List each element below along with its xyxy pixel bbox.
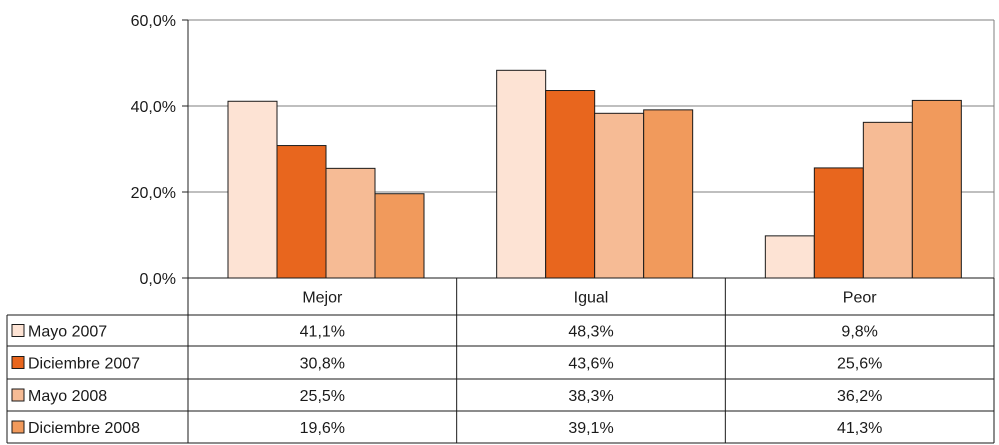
data-table-cell: 9,8% bbox=[841, 324, 877, 341]
y-tick-label: 0,0% bbox=[140, 271, 176, 288]
legend-swatch bbox=[11, 356, 25, 369]
data-table-cell: 36,2% bbox=[837, 388, 882, 405]
category-label: Peor bbox=[843, 290, 877, 307]
data-table-cell: 41,3% bbox=[837, 420, 882, 437]
bar bbox=[594, 112, 645, 279]
bar bbox=[643, 109, 694, 279]
bar bbox=[276, 145, 327, 279]
legend-swatch bbox=[11, 388, 25, 402]
legend-swatch bbox=[11, 420, 25, 434]
series-label: Mayo 2007 bbox=[28, 324, 107, 341]
y-tick-label: 60,0% bbox=[131, 13, 176, 30]
bar bbox=[496, 69, 547, 279]
bar bbox=[325, 167, 376, 279]
series-label: Diciembre 2008 bbox=[28, 420, 140, 437]
data-table-cell: 25,6% bbox=[837, 356, 882, 373]
bar bbox=[545, 90, 596, 279]
data-table-cell: 38,3% bbox=[568, 388, 613, 405]
bar bbox=[813, 167, 864, 279]
series-label: Diciembre 2007 bbox=[28, 356, 140, 373]
category-label: Mejor bbox=[302, 290, 343, 307]
legend-swatch bbox=[11, 324, 25, 337]
category-label: Igual bbox=[574, 290, 609, 307]
data-table-cell: 43,6% bbox=[568, 356, 613, 373]
data-table-cell: 25,5% bbox=[300, 388, 345, 405]
bar bbox=[764, 235, 815, 279]
y-tick-label: 40,0% bbox=[131, 99, 176, 116]
bar bbox=[911, 99, 962, 279]
data-table-cell: 41,1% bbox=[300, 324, 345, 341]
data-table-cell: 30,8% bbox=[300, 356, 345, 373]
series-label: Mayo 2008 bbox=[28, 388, 107, 405]
data-table-cell: 39,1% bbox=[568, 420, 613, 437]
y-tick-label: 20,0% bbox=[131, 185, 176, 202]
data-table-cell: 19,6% bbox=[300, 420, 345, 437]
bar bbox=[862, 121, 913, 279]
bar bbox=[374, 193, 425, 279]
bar bbox=[227, 100, 278, 279]
data-table-cell: 48,3% bbox=[568, 324, 613, 341]
